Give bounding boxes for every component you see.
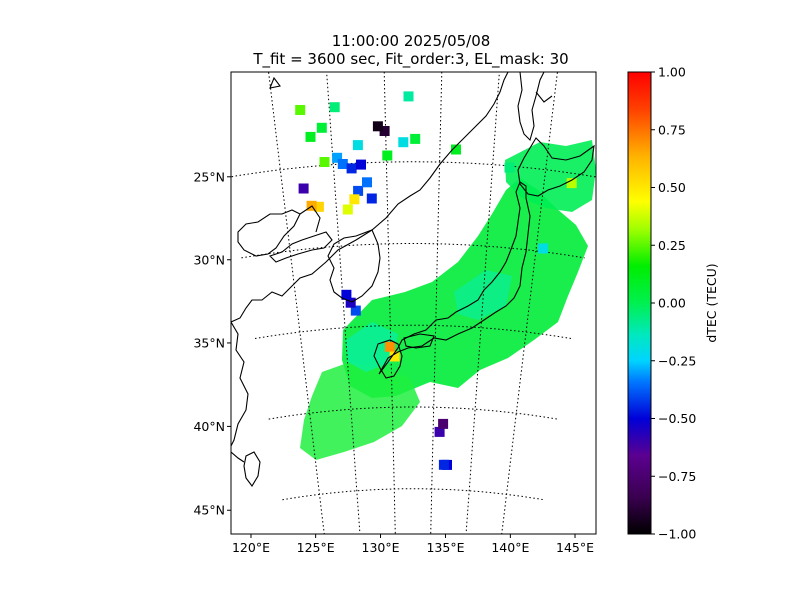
coastline-island-north bbox=[269, 76, 281, 89]
dtec-tile bbox=[362, 177, 372, 188]
dtec-tile bbox=[403, 91, 414, 102]
coastline-china-east bbox=[231, 321, 249, 447]
dtec-tile bbox=[350, 305, 361, 316]
x-tick-label: 145°E bbox=[556, 540, 594, 555]
colorbar-tick-label: −0.50 bbox=[658, 411, 696, 426]
meridian-line bbox=[383, 72, 396, 534]
colorbar-tick-label: 0.50 bbox=[658, 180, 686, 195]
dtec-tile bbox=[356, 159, 366, 170]
dtec-tile bbox=[538, 243, 549, 254]
y-tick-label: 25°N bbox=[193, 169, 225, 184]
meridian-line bbox=[326, 72, 361, 534]
meridian-line bbox=[501, 72, 558, 534]
dtec-tile bbox=[504, 162, 515, 173]
dtec-tile bbox=[398, 137, 409, 148]
colorbar-tick-label: 1.00 bbox=[658, 65, 686, 80]
x-tick-label: 140°E bbox=[491, 540, 529, 555]
coastline-east-china-south bbox=[231, 451, 245, 463]
colorbar-label: dTEC (TECU) bbox=[704, 263, 719, 342]
coastline-sakhalin bbox=[517, 72, 545, 142]
coastline-hokkaido bbox=[517, 137, 595, 197]
graticule bbox=[231, 72, 596, 534]
x-tick-label: 135°E bbox=[426, 540, 464, 555]
coastline-liaodong bbox=[299, 205, 321, 233]
dtec-tile bbox=[345, 297, 356, 308]
dtec-tile bbox=[337, 159, 348, 169]
x-tick-label: 120°E bbox=[232, 540, 270, 555]
dtec-blob-japan-main bbox=[342, 178, 588, 398]
y-tick-label: 45°N bbox=[193, 503, 225, 518]
coastline-kyushu bbox=[373, 339, 403, 379]
dtec-tile bbox=[332, 152, 343, 163]
dtec-tiles bbox=[295, 91, 577, 470]
dtec-tile bbox=[295, 105, 306, 115]
y-axis-ticks: 25°N 30°N 35°N 40°N 45°N bbox=[193, 169, 231, 518]
coastline-taiwan bbox=[243, 451, 261, 487]
parallel-line bbox=[254, 324, 572, 339]
y-tick-label: 30°N bbox=[193, 252, 225, 267]
colorbar-tick-label: −0.25 bbox=[658, 353, 696, 368]
coastline-bohai bbox=[237, 209, 301, 257]
parallel-line bbox=[241, 243, 585, 259]
coastline-shikoku bbox=[403, 333, 435, 349]
coastlines bbox=[231, 72, 595, 487]
dtec-tile bbox=[313, 201, 324, 212]
coastline-sakhalin-east bbox=[535, 91, 553, 103]
dtec-tile bbox=[379, 126, 390, 136]
colorbar-tick-label: 0.75 bbox=[658, 122, 686, 137]
dtec-tile bbox=[366, 193, 377, 204]
dtec-tile bbox=[329, 102, 340, 113]
x-tick-label: 125°E bbox=[297, 540, 335, 555]
dtec-tile bbox=[434, 426, 445, 437]
colorbar-tick-label: −1.00 bbox=[658, 527, 696, 542]
dtec-tile bbox=[385, 341, 395, 352]
colorbar bbox=[627, 71, 652, 535]
colorbar-tick-label: −0.75 bbox=[658, 469, 696, 484]
dtec-tile bbox=[342, 204, 353, 215]
colorbar-ticks: 1.00 0.75 0.50 0.25 0.00 −0.25 −0.50 −0.75 −1.00 bbox=[651, 65, 696, 542]
dtec-tile bbox=[353, 185, 364, 196]
dtec-blob-cyan-korea bbox=[346, 322, 398, 372]
dtec-tile bbox=[316, 122, 327, 133]
chart-title: 11:00:00 2025/05/08 bbox=[332, 32, 491, 50]
parallel-line bbox=[268, 406, 558, 420]
dtec-tile bbox=[438, 459, 449, 470]
dtec-tile bbox=[410, 133, 421, 144]
dtec-tile bbox=[305, 131, 316, 142]
dtec-tile bbox=[298, 183, 309, 194]
colorbar-tick-label: 0.00 bbox=[658, 296, 686, 311]
coastline-shandong bbox=[268, 231, 333, 263]
dtec-tile bbox=[566, 178, 577, 189]
dtec-tile bbox=[352, 140, 363, 151]
x-tick-label: 130°E bbox=[362, 540, 400, 555]
meridian-line bbox=[430, 72, 443, 534]
coastline-korea bbox=[327, 229, 381, 303]
chart-subtitle: T_fit = 3600 sec, Fit_order:3, EL_mask: … bbox=[252, 50, 568, 69]
coastline-eurasia bbox=[231, 72, 509, 323]
dtec-tile bbox=[451, 144, 461, 155]
map-frame bbox=[230, 71, 597, 535]
dtec-blob-ryukyu bbox=[300, 362, 420, 460]
dtec-tile bbox=[349, 194, 360, 205]
dtec-tile bbox=[341, 289, 352, 300]
dtec-tile bbox=[382, 150, 393, 161]
map-area bbox=[231, 72, 596, 534]
dtec-tile bbox=[438, 418, 449, 429]
y-tick-label: 35°N bbox=[193, 335, 225, 350]
x-axis-ticks: 120°E 125°E 130°E 135°E 140°E 145°E bbox=[232, 534, 594, 555]
y-tick-label: 40°N bbox=[193, 419, 225, 434]
colorbar-tick-label: 0.25 bbox=[658, 238, 686, 253]
meridian-line bbox=[465, 72, 500, 534]
dtec-tile bbox=[389, 351, 400, 362]
meridian-line bbox=[268, 72, 325, 534]
dtec-tile bbox=[346, 163, 357, 174]
dtec-tile bbox=[372, 121, 383, 132]
dtec-tile bbox=[319, 157, 330, 167]
